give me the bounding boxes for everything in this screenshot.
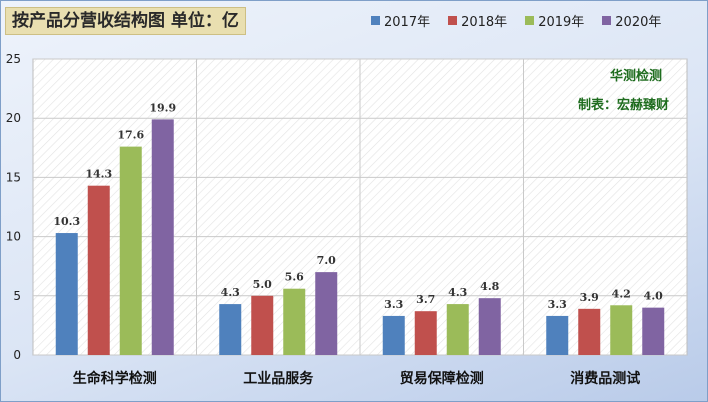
bar: [546, 315, 569, 355]
legend-label-2018: 2018年: [461, 15, 508, 30]
data-label: 4.2: [612, 287, 631, 300]
y-tick-label: 15: [6, 170, 21, 184]
data-label: 7.0: [317, 254, 336, 267]
bar: [642, 307, 665, 355]
legend-item-2018: 2018年: [448, 11, 507, 30]
data-label: 14.3: [85, 168, 112, 181]
y-axis-ticks: 0 5 10 15 20 25: [6, 52, 21, 362]
bar: [478, 298, 501, 355]
legend-label-2019: 2019年: [538, 15, 585, 30]
x-tick-label: 消费品测试: [570, 370, 640, 387]
value-labels: 10.3 14.3 17.6 19.9 4.3 5.0 5.6 7.0 3.3 3.7 4.3 4.8…: [53, 101, 663, 311]
x-tick-label: 贸易保障检测: [400, 370, 484, 387]
data-label: 4.3: [448, 286, 467, 299]
x-tick-label: 工业品服务: [243, 370, 314, 387]
y-tick-label: 0: [13, 348, 21, 362]
chart-legend: 2017年 2018年 2019年 2020年: [371, 11, 661, 30]
bar: [610, 305, 633, 355]
bar: [251, 295, 274, 355]
gridlines: [33, 58, 687, 356]
data-label: 5.6: [285, 271, 304, 284]
legend-label-2017: 2017年: [384, 15, 431, 30]
data-label: 5.0: [253, 278, 272, 291]
data-label: 10.3: [53, 215, 80, 228]
bar: [219, 304, 242, 355]
legend-item-2020: 2020年: [602, 11, 661, 30]
data-label: 3.7: [416, 293, 435, 306]
bar: [283, 288, 306, 355]
annotation-company: 华测检测: [610, 68, 662, 84]
bar: [578, 308, 601, 355]
chart-title: 按产品分营收结构图 单位：亿: [5, 7, 246, 35]
bar: [446, 304, 469, 355]
legend-swatch-2019: [525, 16, 535, 25]
legend-item-2019: 2019年: [525, 11, 584, 30]
annotation-source: 制表：宏赫臻财: [578, 97, 669, 113]
legend-swatch-2018: [448, 16, 458, 25]
y-tick-label: 25: [6, 52, 21, 66]
bar: [119, 146, 142, 355]
x-tick-label: 生命科学检测: [73, 370, 157, 387]
bars: [55, 119, 665, 355]
legend-swatch-2017: [371, 16, 380, 25]
bar: [87, 185, 110, 355]
legend-item-2017: 2017年: [371, 11, 430, 30]
legend-label-2020: 2020年: [615, 15, 662, 30]
bar: [382, 315, 405, 355]
data-label: 4.3: [221, 286, 240, 299]
y-tick-label: 5: [13, 289, 21, 303]
bar: [414, 311, 437, 355]
data-label: 3.3: [384, 298, 403, 311]
x-axis-labels: 生命科学检测 工业品服务 贸易保障检测 消费品测试: [73, 370, 641, 387]
legend-swatch-2020: [602, 16, 612, 25]
bar: [151, 119, 174, 355]
data-label: 3.9: [580, 291, 599, 304]
data-label: 17.6: [117, 129, 144, 142]
data-label: 4.8: [480, 280, 499, 293]
bar: [315, 272, 338, 355]
data-label: 4.0: [644, 290, 663, 303]
data-label: 19.9: [149, 101, 176, 114]
y-tick-label: 10: [6, 230, 21, 244]
data-label: 3.3: [548, 298, 567, 311]
bar: [55, 233, 78, 355]
y-tick-label: 20: [6, 111, 21, 125]
